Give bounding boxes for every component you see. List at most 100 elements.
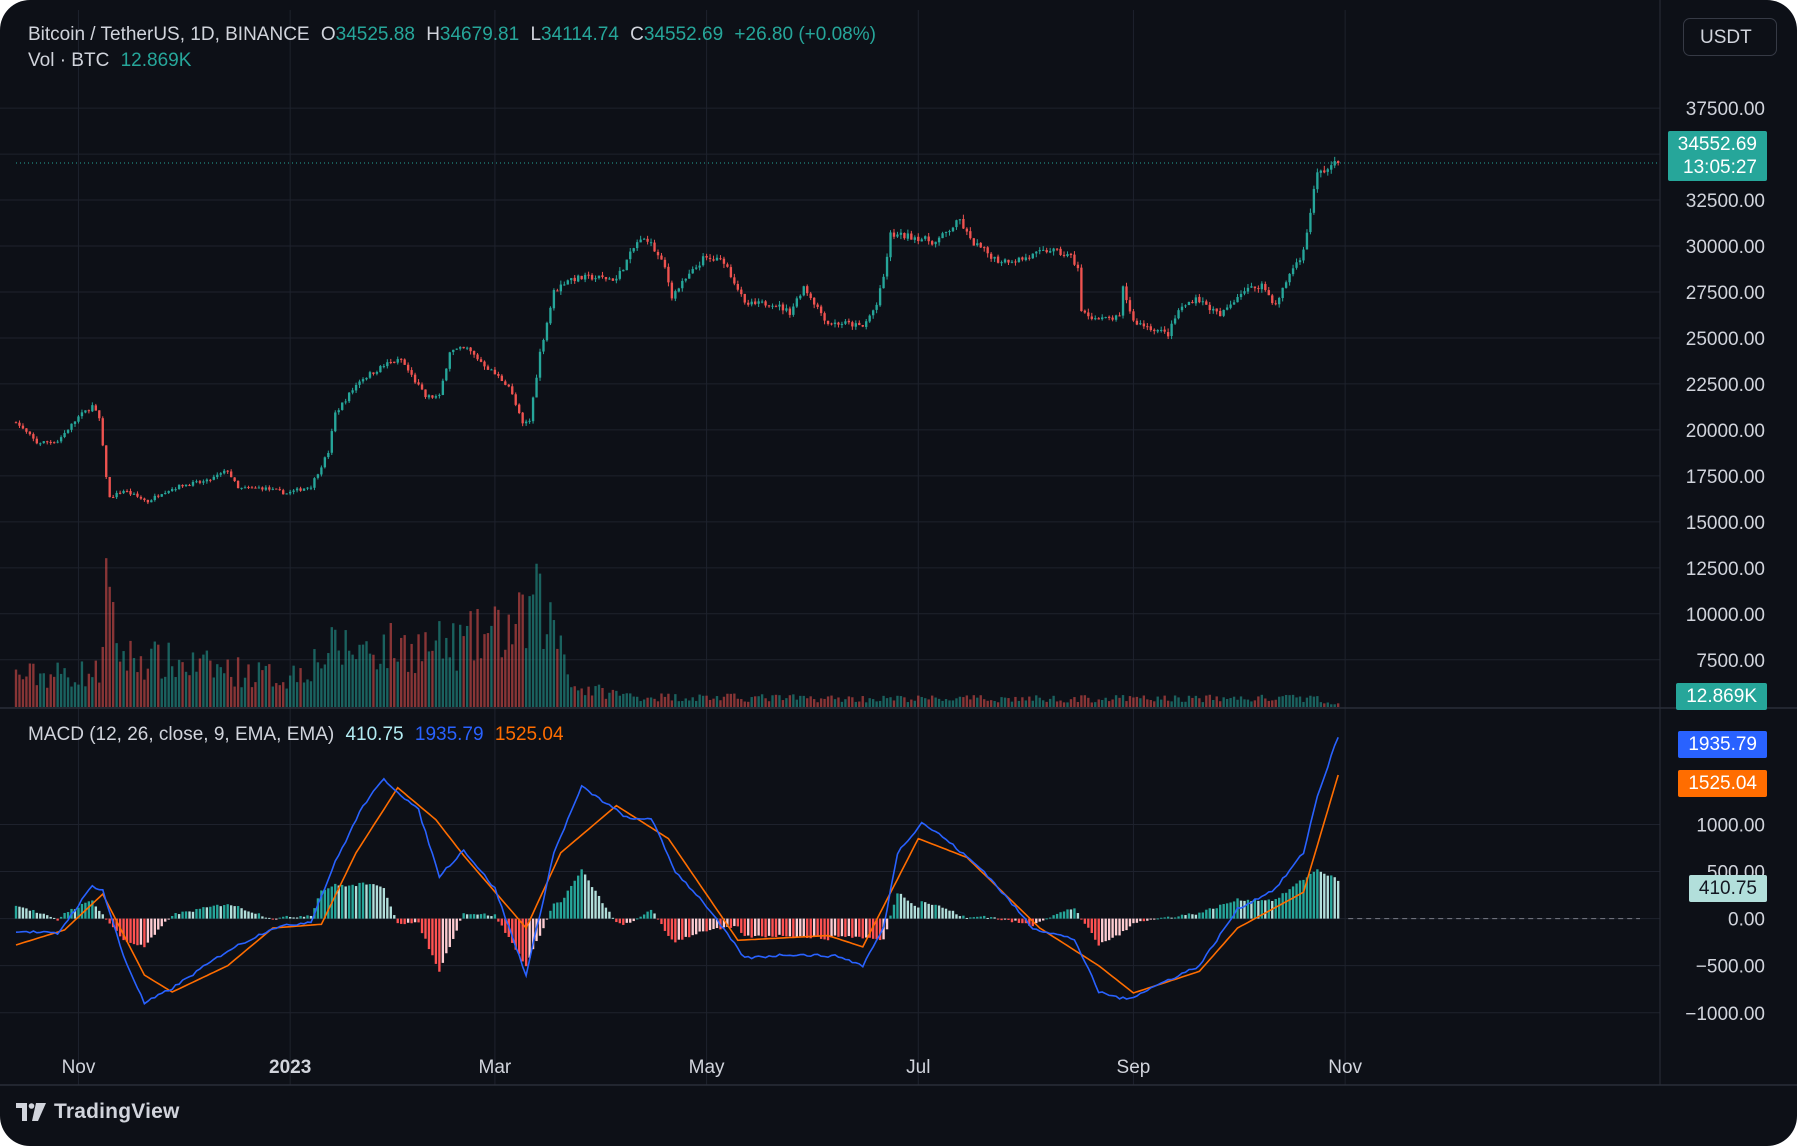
macd-histogram-bar — [295, 917, 299, 919]
candle-body — [1267, 290, 1270, 296]
tradingview-logo[interactable]: TradingView — [16, 1100, 180, 1124]
volume-bar — [39, 673, 42, 707]
volume-bar — [1205, 695, 1208, 707]
macd-histogram-bar — [802, 918, 805, 937]
macd-histogram-bar — [826, 918, 830, 941]
volume-bar — [969, 699, 972, 707]
candle-body — [184, 484, 188, 487]
macd-histogram-bar — [136, 918, 139, 946]
candle-body — [1212, 308, 1215, 311]
volume-bar — [996, 702, 1000, 707]
macd-histogram-bar — [670, 918, 674, 940]
volume-bar — [393, 658, 396, 707]
candle-body — [556, 290, 559, 292]
candle-body — [646, 238, 649, 242]
volume-bar — [896, 695, 899, 707]
volume-bar — [452, 623, 455, 707]
currency-button[interactable]: USDT — [1683, 18, 1777, 56]
macd-signal-value: 1525.04 — [494, 724, 564, 745]
macd-histogram-bar — [177, 914, 181, 919]
volume-bar — [1135, 696, 1139, 707]
macd-histogram-bar — [583, 874, 587, 919]
candle-body — [792, 306, 795, 315]
candle-body — [760, 301, 764, 303]
candle-body — [1232, 302, 1236, 305]
candle-body — [615, 278, 618, 281]
macd-histogram-bar — [1045, 918, 1048, 920]
macd-histogram-bar — [1083, 918, 1087, 924]
volume-bar — [115, 643, 118, 707]
macd-histogram-bar — [1253, 898, 1257, 919]
low-label: L — [530, 24, 542, 45]
volume-bar — [674, 694, 677, 707]
candle-body — [98, 410, 101, 419]
macd-histogram-bar — [469, 914, 472, 919]
volume-bar — [1146, 699, 1149, 707]
volume-bar — [483, 634, 486, 707]
macd-indicator-label: MACD (12, 26, close, 9, EMA, EMA) — [28, 724, 335, 745]
macd-histogram-bar — [747, 918, 750, 936]
candle-body — [177, 484, 181, 490]
macd-histogram-bar — [552, 903, 556, 919]
volume-bar — [677, 701, 681, 707]
macd-histogram-bar — [531, 918, 535, 950]
candle-body — [1291, 268, 1295, 275]
macd-histogram-bar — [524, 918, 528, 967]
macd-histogram-bar — [288, 917, 292, 919]
macd-histogram-bar — [337, 885, 340, 919]
macd-histogram-bar — [854, 918, 857, 937]
volume-bar — [111, 602, 115, 707]
macd-histogram-bar — [382, 888, 386, 919]
volume-bar — [608, 692, 611, 707]
volume-bar — [278, 685, 281, 707]
volume-bar — [930, 695, 934, 707]
volume-bar — [1076, 702, 1080, 707]
macd-histogram-bar — [278, 917, 281, 919]
volume-bar — [518, 592, 521, 707]
volume-bar — [1031, 700, 1034, 707]
candle-body — [424, 389, 427, 398]
volume-bar — [365, 641, 368, 707]
candle-body — [1281, 287, 1284, 299]
macd-histogram-bar — [649, 909, 653, 919]
volume-bar — [108, 586, 111, 707]
candle-body — [1121, 286, 1125, 316]
candle-body — [347, 392, 351, 402]
volume-bar — [625, 693, 628, 707]
macd-histogram-bar — [372, 884, 375, 919]
macd-histogram-bar — [1111, 918, 1114, 938]
volume-bar — [993, 700, 996, 707]
macd-histogram-bar — [618, 918, 622, 924]
candle-body — [677, 288, 681, 292]
candle-body — [327, 452, 330, 458]
macd-histogram-bar — [924, 902, 927, 919]
candle-body — [157, 495, 160, 497]
macd-histogram-bar — [1038, 918, 1041, 922]
candle-body — [445, 368, 448, 381]
macd-histogram-bar — [486, 915, 490, 919]
candle-body — [507, 384, 510, 387]
macd-histogram-bar — [229, 905, 233, 919]
volume-bar — [771, 695, 774, 707]
volume-bar — [94, 660, 97, 707]
volume-bar — [302, 682, 306, 707]
tradingview-icon — [16, 1103, 46, 1121]
candle-body — [1073, 254, 1076, 265]
volume-bar — [341, 664, 344, 707]
macd-histogram-bar — [105, 918, 108, 920]
macd-histogram-bar — [1184, 915, 1187, 919]
macd-histogram-bar — [1177, 916, 1180, 919]
macd-histogram-bar — [497, 918, 500, 922]
macd-histogram-bar — [226, 904, 229, 919]
candle-body — [469, 347, 472, 352]
candle-body — [767, 305, 771, 307]
candle-body — [379, 366, 382, 373]
volume-bar — [698, 694, 701, 707]
volume-bar — [951, 700, 955, 707]
macd-histogram-bar — [441, 918, 445, 963]
volume-bar — [472, 660, 476, 707]
volume-bar — [70, 686, 73, 707]
volume-bar — [1225, 698, 1229, 707]
macd-histogram-bar — [993, 917, 996, 919]
